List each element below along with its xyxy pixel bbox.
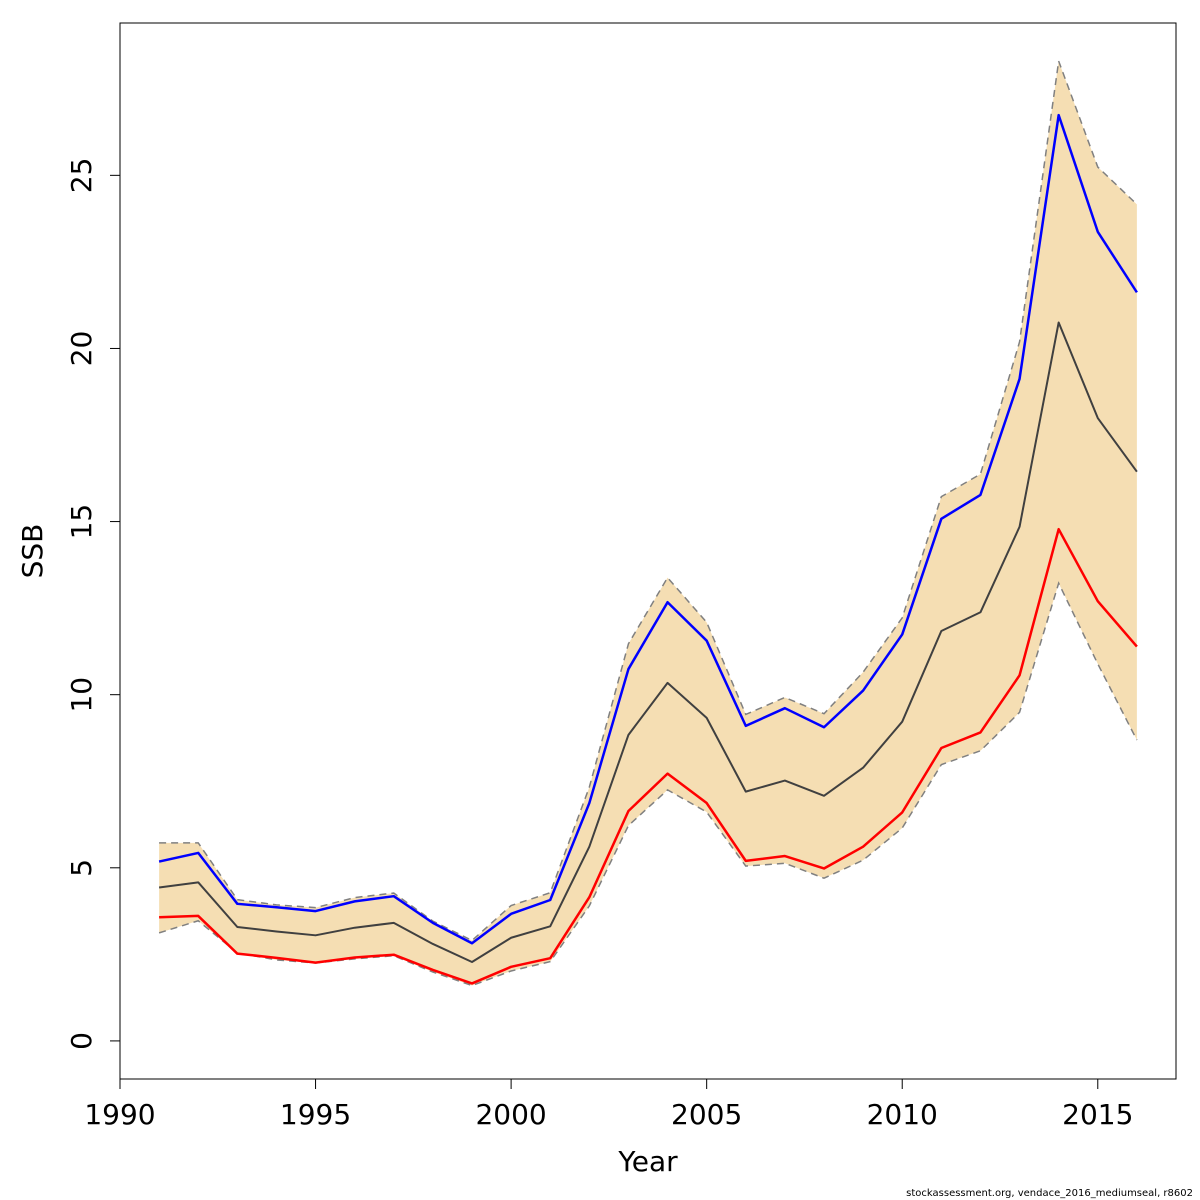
y-axis-label: SSB — [16, 524, 49, 579]
x-axis-label: Year — [617, 1145, 678, 1178]
y-tick-label: 0 — [65, 1032, 98, 1050]
series-line-1 — [158, 113, 1138, 945]
x-tick-label: 1990 — [84, 1098, 155, 1131]
x-tick-label: 2015 — [1062, 1098, 1133, 1131]
y-tick-label: 20 — [65, 331, 98, 367]
y-axis: 0 5 10 15 20 25 — [65, 158, 121, 1050]
band-lower-edge — [158, 581, 1138, 987]
y-tick-label: 10 — [65, 677, 98, 713]
confidence-band-layer — [158, 60, 1138, 987]
x-tick-label: 2000 — [475, 1098, 546, 1131]
band-upper-edge — [159, 60, 1138, 942]
x-tick-label: 1995 — [280, 1098, 351, 1131]
y-tick-label: 25 — [65, 158, 98, 194]
series-line-2 — [158, 321, 1138, 963]
series-layer — [158, 113, 1138, 985]
series-line-3 — [159, 527, 1138, 985]
confidence-band-area — [159, 61, 1137, 986]
x-axis: 1990 1995 2000 2005 2010 2015 — [84, 1078, 1133, 1131]
footer-credit: stockassessment.org, vendace_2016_medium… — [906, 1188, 1193, 1199]
y-tick-label: 15 — [65, 504, 98, 540]
y-tick-label: 5 — [65, 859, 98, 877]
x-tick-label: 2010 — [867, 1098, 938, 1131]
x-tick-label: 2005 — [671, 1098, 742, 1131]
